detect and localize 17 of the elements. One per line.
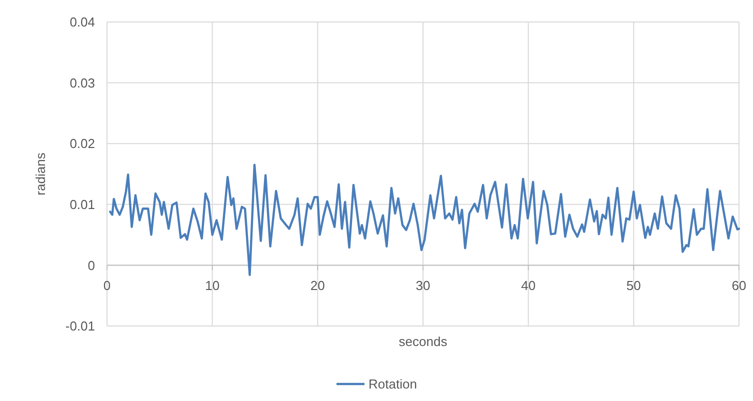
y-tick-label: 0.03 <box>70 75 95 90</box>
y-tick-label: 0 <box>88 258 95 273</box>
y-axis-title: radians <box>33 152 48 196</box>
x-tick-label: 50 <box>626 278 641 294</box>
legend-label: Rotation <box>368 376 417 392</box>
y-tick-label: 0.01 <box>70 196 95 212</box>
line-series <box>109 164 740 276</box>
x-tick-label: 60 <box>732 278 746 294</box>
x-axis-title: seconds <box>398 334 448 349</box>
x-tick-label: 10 <box>205 278 220 294</box>
x-tick-label: 30 <box>416 278 430 294</box>
x-tick-label: 0 <box>103 278 111 294</box>
y-tick-label: -0.01 <box>65 318 95 334</box>
x-tick-label: 40 <box>521 278 536 294</box>
y-tick-label: 0.02 <box>70 136 95 152</box>
x-tick-label: 20 <box>310 278 325 294</box>
y-tick-label: 0.04 <box>70 14 95 30</box>
